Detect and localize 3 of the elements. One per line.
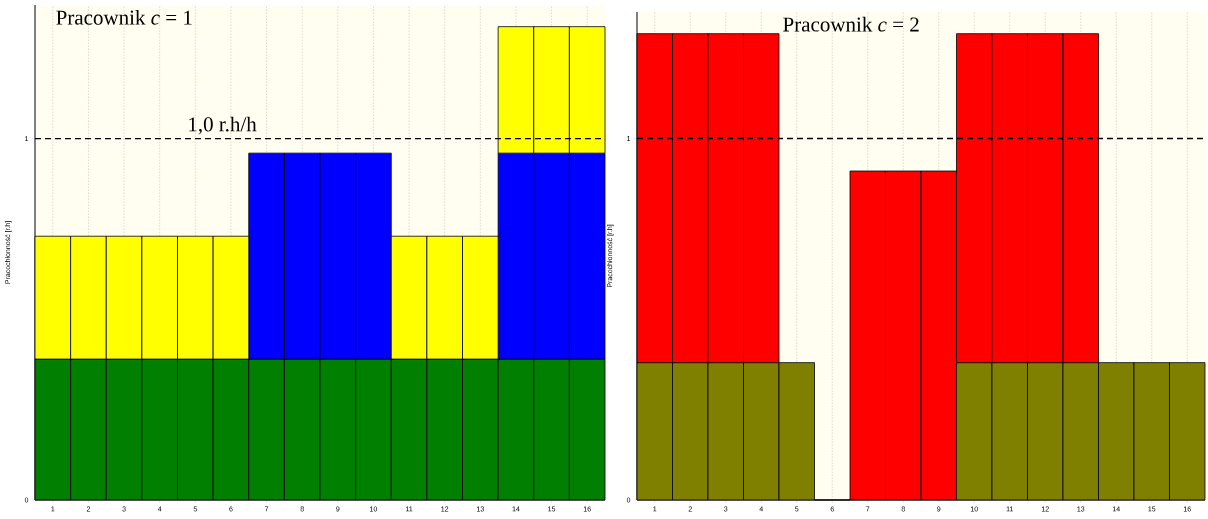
chart-title: Pracownik c = 2 <box>783 16 919 32</box>
chart-title: Pracownik c = 1 <box>56 9 192 25</box>
ref-line-label: 1,0 r.h/h <box>189 116 257 135</box>
